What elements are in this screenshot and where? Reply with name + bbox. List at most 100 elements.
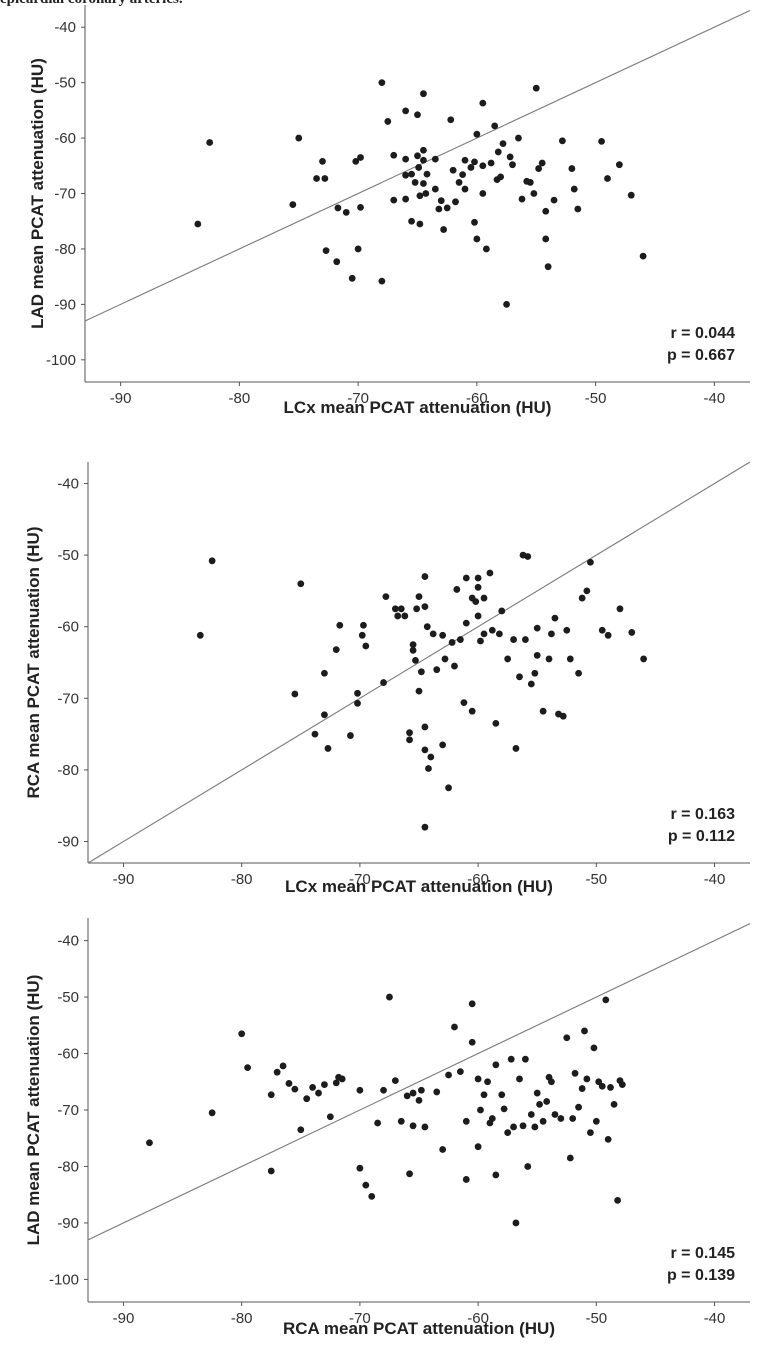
y-tick-label: -80 — [57, 1158, 79, 1175]
y-axis-label: LAD mean PCAT attenuation (HU) — [28, 58, 47, 329]
data-point — [402, 107, 410, 115]
data-point — [592, 1117, 600, 1125]
y-axis-label: LAD mean PCAT attenuation (HU) — [24, 975, 43, 1246]
data-point — [433, 1088, 441, 1096]
x-tick-label: -40 — [704, 1310, 726, 1327]
data-point — [583, 587, 591, 595]
data-point — [500, 1105, 508, 1113]
data-point — [524, 553, 532, 560]
data-point — [503, 300, 510, 308]
x-axis-label: LCx mean PCAT attenuation (HU) — [285, 877, 553, 896]
data-point — [421, 823, 429, 831]
identity-reference-line — [87, 461, 751, 864]
data-point — [445, 1071, 452, 1079]
correlation-r-label: r = 0.044 — [671, 325, 736, 342]
scatter-plot-rca-lad: -90 -80 -70 -60 -50 -40 -40 -50 -60 -70 -80 -90 -100… — [24, 918, 751, 1338]
data-point — [506, 153, 514, 161]
data-point — [319, 157, 326, 165]
data-point — [244, 1064, 251, 1072]
data-point — [357, 203, 364, 211]
identity-reference-line — [87, 923, 751, 1241]
data-point — [482, 245, 490, 253]
data-point — [208, 557, 216, 565]
data-point — [473, 130, 481, 138]
data-point — [550, 196, 558, 204]
data-point — [313, 175, 320, 182]
data-point — [521, 636, 529, 643]
data-point — [494, 148, 502, 156]
data-point — [394, 612, 402, 620]
data-point — [558, 137, 566, 145]
data-point — [332, 646, 340, 654]
data-point — [504, 1129, 512, 1136]
data-point — [583, 1075, 591, 1083]
data-point — [587, 558, 594, 566]
data-point — [347, 732, 354, 739]
data-point — [539, 707, 547, 715]
data-point — [382, 593, 390, 601]
data-point — [356, 1086, 364, 1094]
x-tick-label: -90 — [113, 1310, 135, 1327]
data-point — [507, 1055, 515, 1063]
data-point — [322, 247, 330, 255]
data-point — [563, 626, 571, 634]
data-point — [417, 1086, 425, 1094]
data-point — [566, 1154, 574, 1162]
scatter-panel-rca-lad: -90 -80 -70 -60 -50 -40 -40 -50 -60 -70 -80 -90 -100… — [0, 900, 757, 1355]
data-point — [570, 185, 578, 193]
data-point — [326, 1113, 334, 1121]
data-point — [492, 1171, 500, 1179]
data-point — [411, 179, 419, 186]
data-point — [420, 90, 427, 98]
data-point — [267, 1167, 275, 1175]
data-point — [614, 1196, 621, 1204]
data-point — [587, 1129, 594, 1136]
data-point — [206, 139, 214, 146]
data-point — [429, 630, 437, 638]
y-tick-label: -80 — [54, 241, 76, 258]
data-point — [628, 629, 636, 636]
data-point — [386, 993, 393, 1001]
data-point — [321, 175, 329, 182]
data-point — [524, 1163, 532, 1170]
data-point — [433, 666, 441, 674]
data-point — [480, 594, 488, 602]
y-tick-label: -60 — [57, 1046, 79, 1063]
scatter-panel-lcx-rca: -90 -80 -70 -60 -50 -40 -40 -50 -60 -70 -80 -90 r = … — [0, 445, 757, 900]
data-point — [445, 784, 452, 792]
data-point — [384, 118, 392, 125]
data-point — [447, 116, 455, 124]
y-tick-label: -50 — [57, 547, 79, 564]
data-point — [468, 1000, 476, 1008]
data-point — [354, 245, 362, 253]
data-point — [352, 157, 360, 165]
data-point — [543, 1098, 551, 1105]
data-point — [356, 1164, 364, 1172]
data-point — [604, 1135, 612, 1143]
data-point — [512, 745, 520, 752]
data-point — [571, 1069, 579, 1077]
data-point — [477, 1106, 484, 1114]
data-point — [295, 134, 303, 142]
data-point — [368, 1193, 376, 1200]
data-point — [536, 1100, 543, 1108]
data-point — [459, 171, 467, 179]
data-point — [539, 1117, 547, 1125]
data-point — [498, 607, 506, 615]
data-point — [533, 651, 541, 659]
data-point — [315, 1089, 322, 1097]
data-point — [238, 1030, 246, 1038]
data-point — [409, 641, 417, 648]
data-point — [521, 1055, 529, 1063]
data-point — [423, 623, 431, 631]
data-point — [519, 1122, 527, 1130]
y-axis-label: RCA mean PCAT attenuation (HU) — [24, 527, 43, 799]
y-tick-label: -70 — [57, 690, 79, 707]
data-point — [462, 574, 470, 582]
data-point — [420, 180, 427, 187]
data-point — [397, 605, 405, 613]
data-point — [415, 687, 423, 695]
data-point — [309, 1084, 317, 1091]
y-tick-label: -90 — [57, 1215, 79, 1232]
data-point — [303, 1095, 311, 1103]
